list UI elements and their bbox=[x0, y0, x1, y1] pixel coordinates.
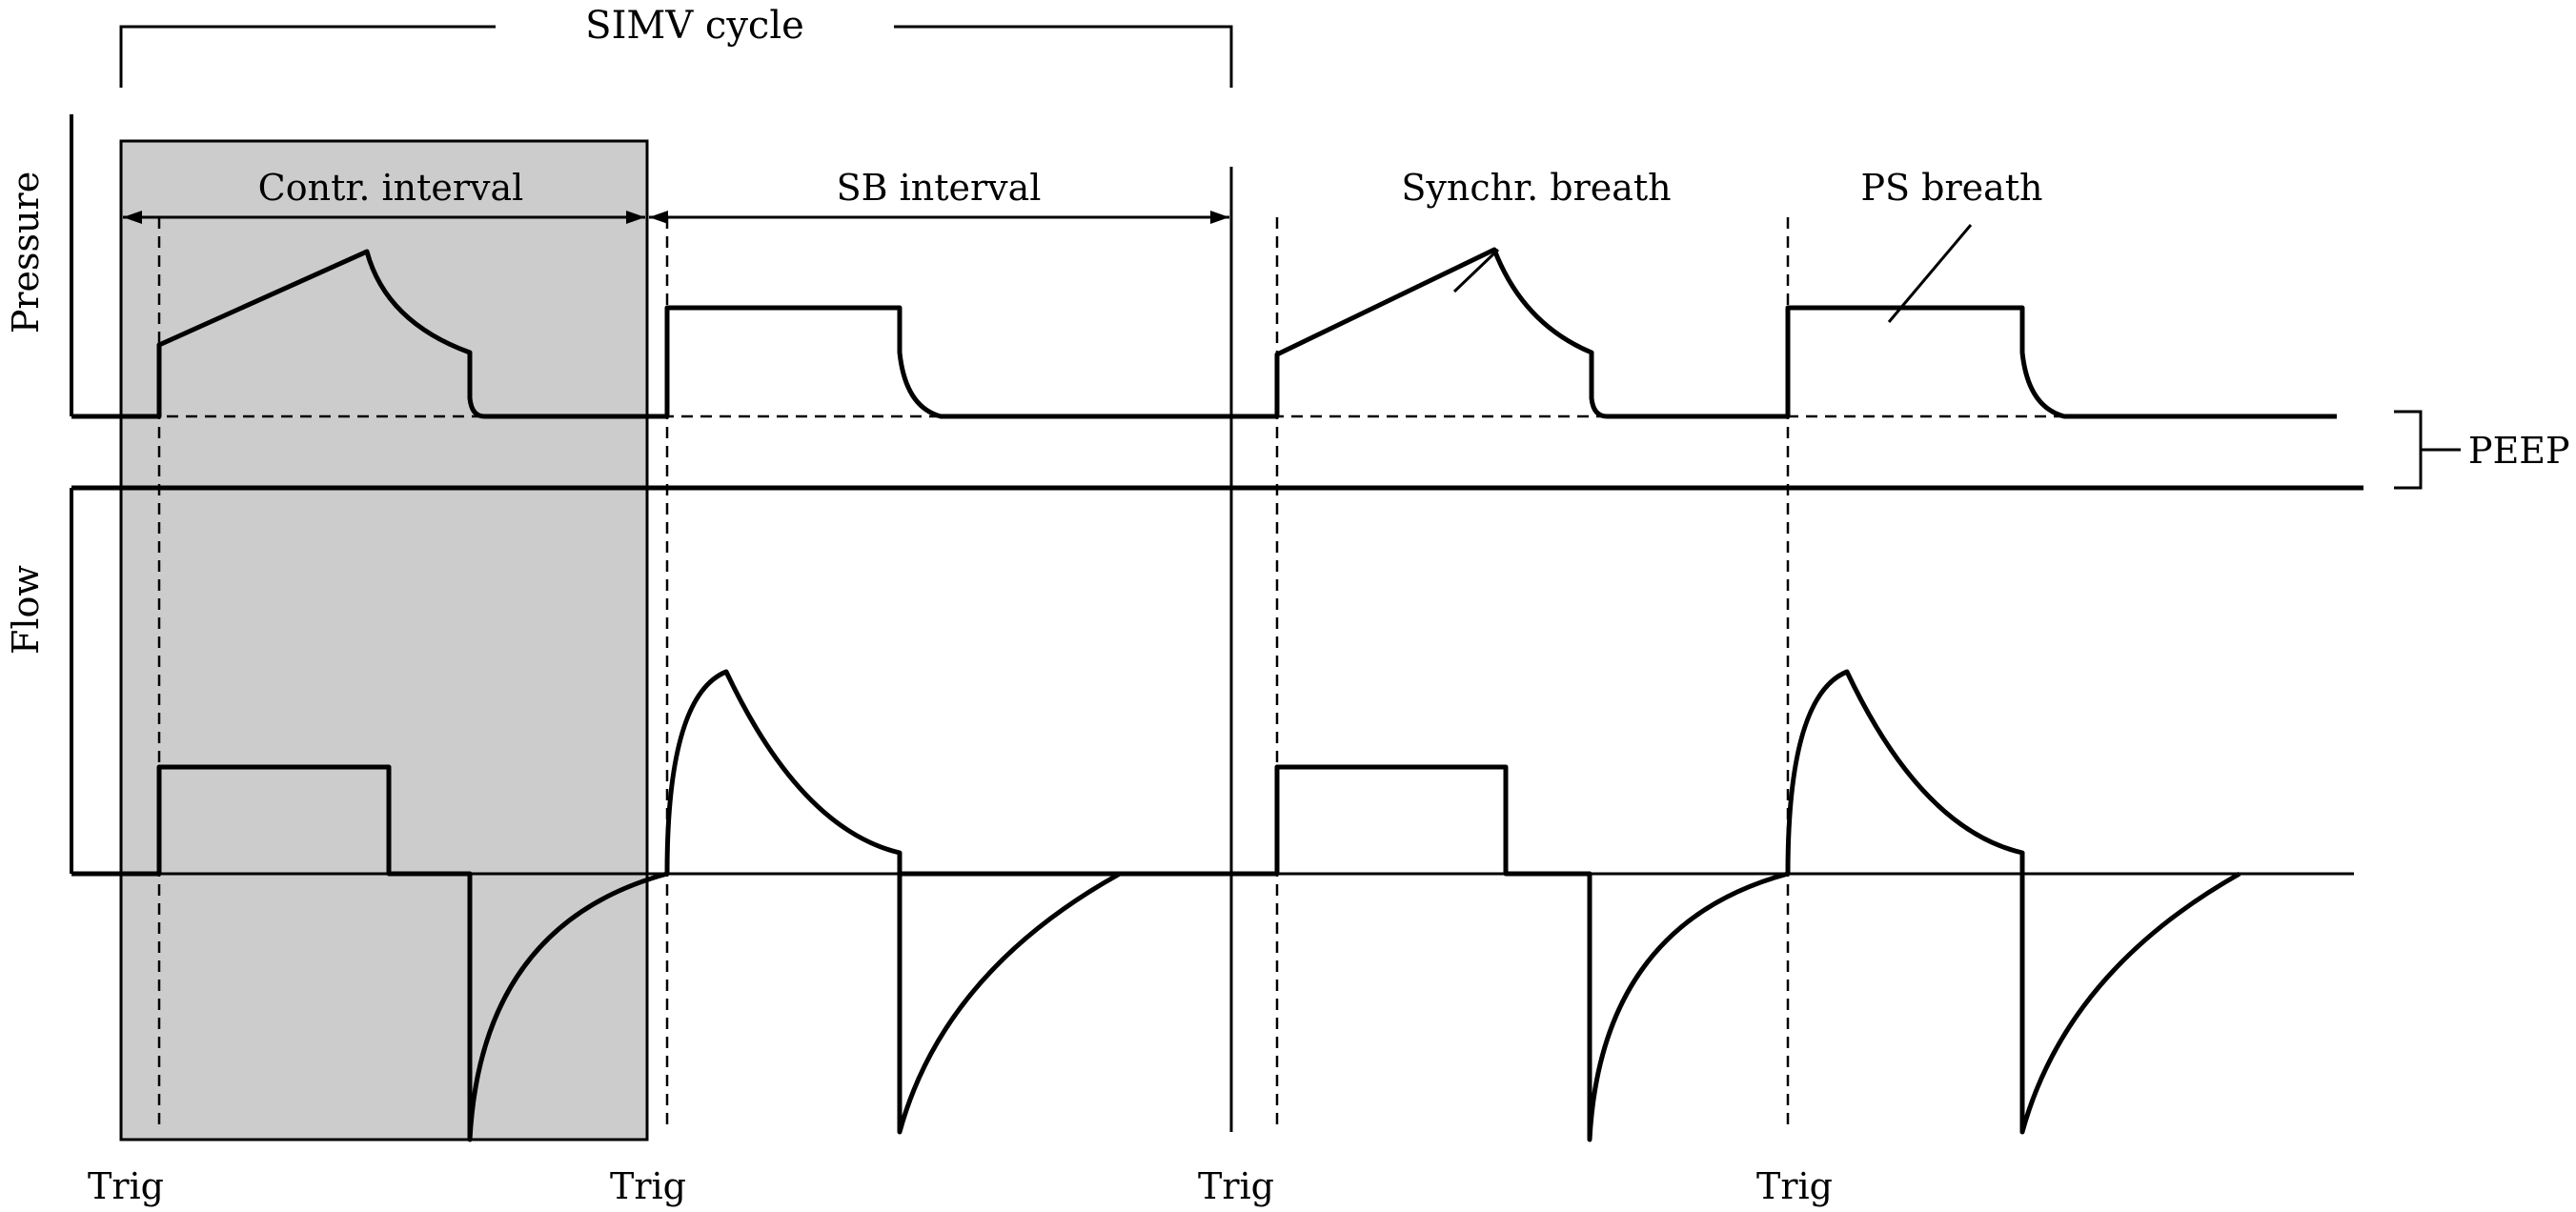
ps-breath-label: PS breath bbox=[1860, 167, 2042, 209]
sb-interval-label: SB interval bbox=[837, 167, 1042, 209]
contr-interval-label: Contr. interval bbox=[258, 167, 524, 209]
synchr-breath-pointer bbox=[1452, 248, 1500, 293]
peep-bracket bbox=[2394, 410, 2461, 490]
flow-waveform bbox=[71, 669, 2241, 1142]
trig-label-1: Trig bbox=[88, 1165, 164, 1207]
trig-label-4: Trig bbox=[1756, 1165, 1833, 1207]
simv-cycle-bracket bbox=[119, 25, 1233, 88]
pressure-axis-label: Pressure bbox=[5, 172, 47, 333]
simv-cycle-label: SIMV cycle bbox=[585, 4, 804, 48]
contr-interval-shade bbox=[119, 139, 649, 1141]
synchr-breath-label: Synchr. breath bbox=[1401, 167, 1671, 209]
pressure-waveform bbox=[71, 247, 2337, 419]
flow-axis-label: Flow bbox=[5, 565, 47, 655]
trig-label-2: Trig bbox=[610, 1165, 686, 1207]
trig-label-3: Trig bbox=[1198, 1165, 1274, 1207]
peep-label: PEEP bbox=[2468, 430, 2570, 472]
